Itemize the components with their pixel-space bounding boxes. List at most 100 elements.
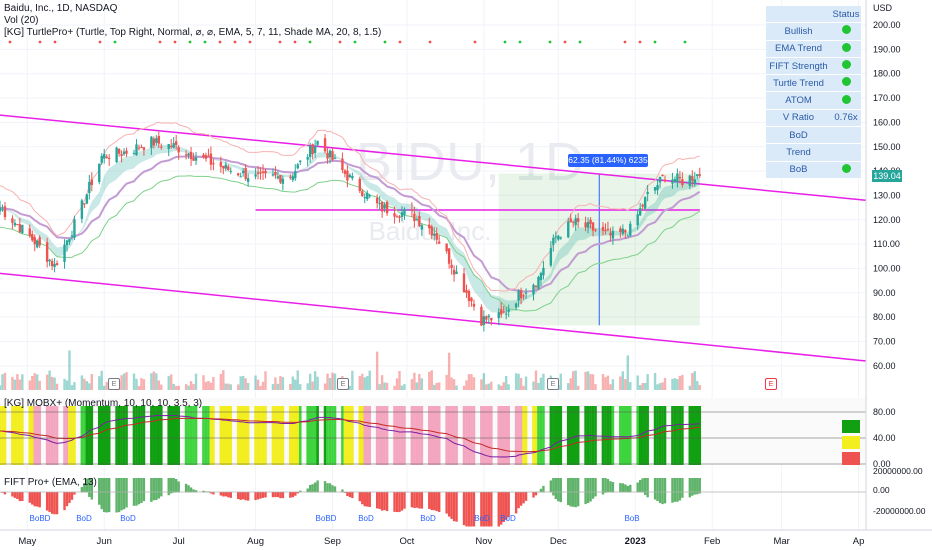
fift-bar [73, 492, 76, 495]
legend-mobx[interactable]: [KG] MOBX+ (Momentum, 10, 10, 10, 3.5, 3… [4, 398, 203, 409]
mobx-bar [671, 406, 674, 465]
candle-body [254, 174, 257, 177]
volume-bar [671, 378, 674, 390]
candle-body [204, 155, 208, 159]
mobx-bar [35, 406, 39, 465]
fift-bar [150, 478, 153, 502]
fift-bar [681, 478, 684, 498]
trend-channel[interactable] [0, 114, 867, 362]
earnings-marker-icon[interactable]: E [765, 378, 777, 390]
mobx-bar [557, 406, 560, 465]
status-label: BoD [766, 126, 831, 145]
channel-lower-line [0, 272, 867, 362]
mobx-bar [656, 406, 659, 465]
mobx-bar [289, 406, 292, 465]
mobx-pane [0, 398, 866, 465]
status-value [831, 126, 861, 145]
volume-bar [629, 382, 632, 390]
signal-dot [248, 40, 252, 44]
candle-body [497, 312, 500, 319]
fift-bar [117, 478, 121, 513]
volume-bar [378, 384, 381, 390]
mobx-bar [63, 406, 66, 465]
measure-box[interactable] [498, 173, 700, 326]
candle-body [122, 151, 126, 155]
signal-dot [98, 40, 102, 44]
candle-body [611, 230, 615, 239]
earnings-marker-icon[interactable]: E [547, 378, 559, 390]
mobx-bar [254, 406, 257, 465]
legend-fift[interactable]: FIFT Pro+ (EMA, 13) [4, 477, 97, 488]
volume-bar [646, 374, 649, 390]
mobx-bar [653, 406, 657, 465]
signal-dot [518, 40, 522, 44]
volume-bar [167, 376, 170, 390]
candle-body [246, 178, 250, 182]
candle-body [450, 264, 453, 268]
candle-body [678, 176, 682, 179]
volume-bar [393, 385, 396, 390]
volume-bar [450, 377, 453, 390]
status-panel: Status Bullish EMA Trend FIFT Strength Turt… [766, 6, 861, 179]
volume-bar [259, 385, 262, 390]
signal-dot [563, 40, 567, 44]
earnings-marker-icon[interactable]: E [108, 378, 120, 390]
volume-bar [569, 378, 572, 390]
volume-bar [142, 379, 146, 390]
candle-body [663, 179, 667, 182]
time-tick-label: 2023 [625, 536, 646, 547]
legend-main[interactable]: Baidu, Inc., 1D, NASDAQ [4, 3, 118, 14]
mobx-bar [341, 406, 344, 465]
mobx-bar [38, 406, 42, 465]
candle-body [559, 237, 562, 239]
legend-turtlepro[interactable]: [KG] TurtlePro+ (Turtle, Top Right, Norm… [4, 27, 382, 38]
mobx-bar [427, 406, 431, 465]
fift-bar [48, 492, 51, 513]
candle-body [53, 263, 56, 267]
candle-body [452, 269, 456, 275]
mobx-bar [365, 406, 369, 465]
mobx-bar [539, 406, 543, 465]
volume-bar [311, 381, 314, 390]
candle-body [48, 259, 51, 262]
volume-bar [428, 371, 431, 390]
fift-bar [177, 481, 180, 493]
candle-body [609, 232, 612, 236]
candle-body [261, 171, 265, 173]
candle-body [688, 175, 692, 187]
volume-bar [207, 380, 210, 390]
fift-bar [326, 483, 329, 493]
mobx-bar [68, 406, 71, 465]
mobx-bar [351, 406, 354, 465]
fift-bar [438, 492, 441, 512]
signal-dot [623, 40, 627, 44]
time-tick-label: Ap [853, 536, 865, 547]
fift-bar [174, 479, 178, 493]
candle-body [522, 295, 525, 297]
mobx-bar [410, 406, 414, 465]
fift-bar [160, 478, 163, 497]
candle-body [584, 222, 587, 228]
fift-bar [45, 492, 49, 511]
status-label: Bullish [766, 22, 831, 41]
mobx-bar [638, 406, 642, 465]
mobx-signal-line [0, 417, 700, 453]
volume-bar [542, 373, 545, 390]
volume-bar [308, 373, 312, 390]
fift-bar [343, 492, 347, 493]
volume-bar [507, 384, 510, 390]
mobx-bar [212, 406, 215, 465]
volume-bar [413, 372, 416, 390]
candle-body [517, 290, 520, 301]
status-header: Status [831, 6, 861, 24]
earnings-marker-icon[interactable]: E [337, 378, 349, 390]
fift-signal-label: BoBD [30, 514, 51, 523]
legend-volume[interactable]: Vol (20) [4, 15, 39, 26]
fift-bar [83, 482, 86, 493]
fift-bar [378, 492, 381, 510]
signal-dot [158, 40, 162, 44]
volume-bar [140, 378, 143, 390]
signal-dot [113, 40, 117, 44]
status-label: Turtle Trend [766, 74, 831, 93]
